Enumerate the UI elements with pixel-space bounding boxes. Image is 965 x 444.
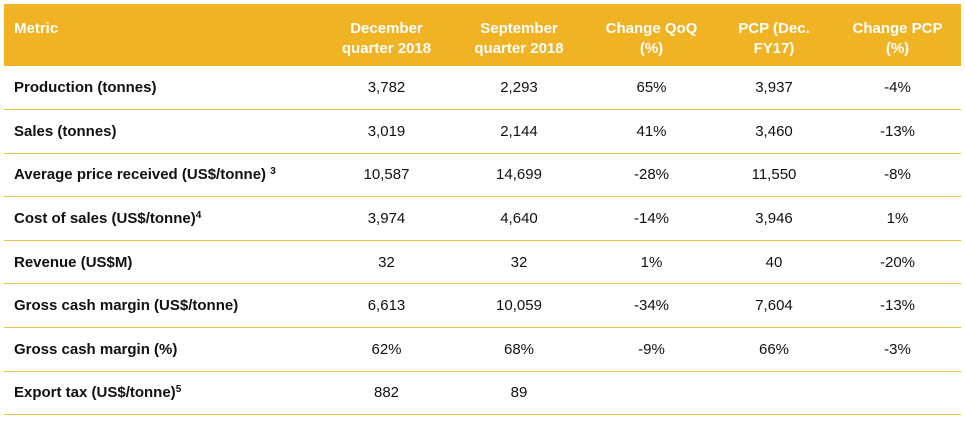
cell-change-qoq: -28% (589, 153, 714, 198)
table-row: Production (tonnes) 3,782 2,293 65% 3,93… (4, 66, 961, 111)
cell-change-qoq: 65% (589, 66, 714, 111)
cell-september: 2,293 (449, 66, 589, 111)
header-september-quarter: September quarter 2018 (449, 4, 589, 66)
cell-change-pcp: -4% (834, 66, 961, 111)
cell-change-qoq: -34% (589, 283, 714, 329)
cell-change-qoq: -9% (589, 327, 714, 372)
cell-september: 10,059 (449, 283, 589, 329)
cell-september: 89 (449, 371, 589, 416)
header-change-pcp-line1: Change PCP (852, 20, 943, 37)
cell-pcp: 3,937 (714, 66, 834, 111)
footnote-marker: 5 (175, 384, 182, 396)
cell-change-qoq: 1% (589, 240, 714, 285)
header-metric-label: Metric (14, 20, 59, 37)
cell-change-pcp (834, 371, 961, 416)
header-september-line1: September (480, 20, 558, 37)
metric-text: Cost of sales (US$/tonne) (14, 210, 196, 228)
cell-change-qoq (589, 371, 714, 416)
cell-december: 3,974 (324, 196, 449, 241)
cell-december: 3,019 (324, 109, 449, 154)
footnote-marker: 4 (195, 210, 202, 222)
header-metric: Metric (4, 4, 324, 66)
cell-pcp: 3,460 (714, 109, 834, 154)
cell-change-qoq: 41% (589, 109, 714, 154)
cell-change-pcp: -20% (834, 240, 961, 285)
cell-change-pcp: -8% (834, 153, 961, 198)
cell-september: 68% (449, 327, 589, 372)
header-pcp: PCP (Dec. FY17) (714, 4, 834, 66)
cell-pcp: 40 (714, 240, 834, 285)
table-row: Export tax (US$/tonne)5 882 89 (4, 371, 961, 416)
table-row: Revenue (US$M) 32 32 1% 40 -20% (4, 240, 961, 285)
header-pcp-line2: FY17) (753, 40, 795, 57)
cell-pcp: 66% (714, 327, 834, 372)
cell-september: 14,699 (449, 153, 589, 198)
row-metric-label: Average price received (US$/tonne) 3 (4, 153, 324, 198)
cell-december: 3,782 (324, 66, 449, 111)
cell-december: 10,587 (324, 153, 449, 198)
header-december-line1: December (350, 20, 423, 37)
metric-text: Average price received (US$/tonne) (14, 166, 271, 184)
header-change-pcp: Change PCP (%) (834, 4, 961, 66)
row-metric-label: Cost of sales (US$/tonne)4 (4, 196, 324, 241)
row-metric-label: Gross cash margin (%) (4, 327, 324, 372)
cell-change-pcp: 1% (834, 196, 961, 241)
row-metric-label: Export tax (US$/tonne)5 (4, 371, 324, 416)
cell-september: 4,640 (449, 196, 589, 241)
header-december-line2: quarter 2018 (341, 40, 432, 57)
row-metric-label: Production (tonnes) (4, 66, 324, 111)
footnote-marker: 3 (270, 166, 276, 178)
cell-pcp: 7,604 (714, 283, 834, 329)
row-metric-label: Gross cash margin (US$/tonne) (4, 283, 324, 329)
cell-december: 62% (324, 327, 449, 372)
table-row: Average price received (US$/tonne) 3 10,… (4, 153, 961, 198)
cell-change-pcp: -13% (834, 109, 961, 154)
metric-text: Sales (tonnes) (14, 122, 117, 140)
header-change-qoq-line2: (%) (639, 40, 664, 57)
cell-december: 882 (324, 371, 449, 416)
cell-change-qoq: -14% (589, 196, 714, 241)
metric-text: Revenue (US$M) (14, 253, 133, 271)
cell-change-pcp: -13% (834, 283, 961, 329)
metric-text: Production (tonnes) (14, 79, 157, 97)
table-row: Gross cash margin (%) 62% 68% -9% 66% -3… (4, 327, 961, 372)
row-metric-label: Sales (tonnes) (4, 109, 324, 154)
metric-text: Export tax (US$/tonne) (14, 384, 176, 402)
header-september-line2: quarter 2018 (474, 40, 564, 57)
header-change-qoq: Change QoQ (%) (589, 4, 714, 66)
metrics-table: Metric December quarter 2018 September q… (4, 4, 961, 416)
metric-text: Gross cash margin (%) (14, 340, 178, 358)
cell-september: 32 (449, 240, 589, 285)
table-row: Cost of sales (US$/tonne)4 3,974 4,640 -… (4, 196, 961, 241)
table-row: Sales (tonnes) 3,019 2,144 41% 3,460 -13… (4, 109, 961, 154)
cell-pcp: 11,550 (714, 153, 834, 198)
table-row: Gross cash margin (US$/tonne) 6,613 10,0… (4, 283, 961, 329)
cell-pcp: 3,946 (714, 196, 834, 241)
row-metric-label: Revenue (US$M) (4, 240, 324, 285)
header-pcp-line1: PCP (Dec. (738, 20, 810, 37)
header-change-qoq-line1: Change QoQ (605, 20, 698, 37)
cell-pcp (714, 371, 834, 416)
cell-december: 32 (324, 240, 449, 285)
cell-december: 6,613 (324, 283, 449, 329)
table-header: Metric December quarter 2018 September q… (4, 4, 961, 66)
metric-text: Gross cash margin (US$/tonne) (14, 297, 239, 315)
header-december-quarter: December quarter 2018 (324, 4, 449, 66)
cell-september: 2,144 (449, 109, 589, 154)
header-row: Metric December quarter 2018 September q… (4, 4, 961, 66)
cell-change-pcp: -3% (834, 327, 961, 372)
table-body: Production (tonnes) 3,782 2,293 65% 3,93… (4, 66, 961, 416)
header-change-pcp-line2: (%) (885, 40, 910, 57)
